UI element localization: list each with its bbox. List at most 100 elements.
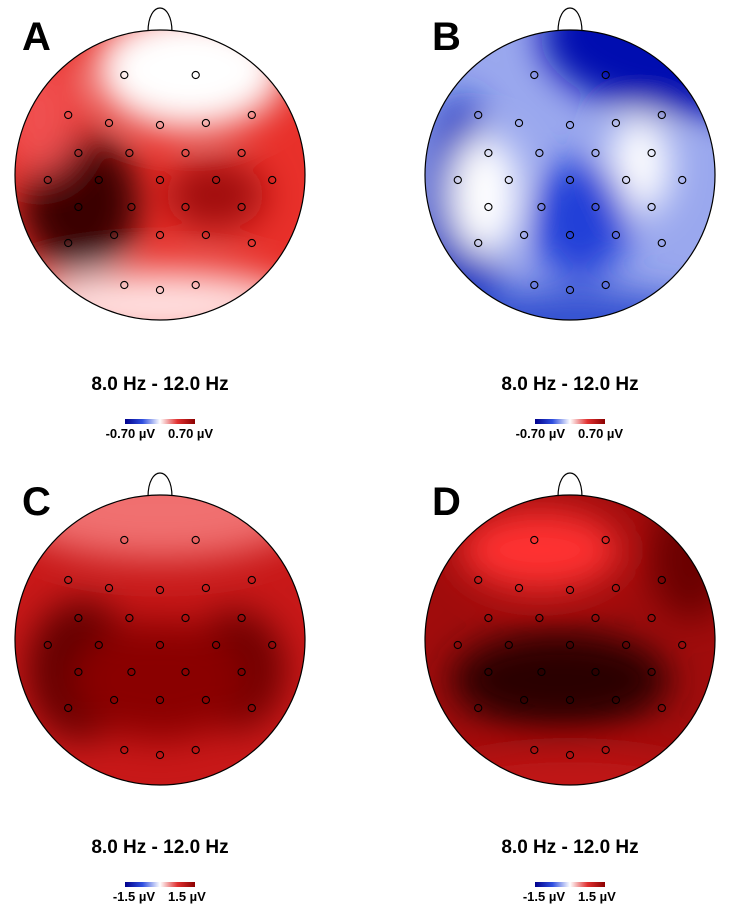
electrode	[74, 202, 83, 212]
electrode	[601, 745, 610, 755]
electrode	[621, 640, 631, 650]
electrode	[647, 148, 656, 158]
electrode	[268, 175, 277, 185]
electrode	[504, 175, 513, 185]
panel-label: A	[22, 15, 51, 59]
electrode	[474, 238, 483, 248]
electrode	[611, 695, 621, 705]
topomap	[15, 30, 305, 320]
electrode	[247, 703, 256, 713]
electrode	[678, 640, 687, 650]
electrode	[591, 202, 600, 212]
frequency-band: 8.0 Hz - 12.0 Hz	[501, 837, 638, 858]
potential-blob	[95, 30, 285, 130]
electrode	[514, 118, 524, 128]
electrode	[127, 667, 136, 677]
nose	[557, 472, 583, 498]
topomap-panel: B 8.0 Hz - 12.0 Hz -0.70 µV 0.70 µV	[424, 7, 716, 441]
electrode	[201, 695, 211, 705]
electrode	[155, 230, 165, 240]
colorbar	[535, 882, 605, 887]
electrode	[537, 202, 546, 212]
electrode	[181, 667, 190, 677]
head-outline	[14, 29, 306, 321]
electrode	[125, 613, 134, 623]
panel-label: C	[22, 480, 51, 524]
colorbar	[535, 419, 605, 424]
electrode	[247, 238, 256, 248]
scale-min: -1.5 µV	[523, 889, 566, 904]
electrode	[530, 535, 539, 545]
electrode	[565, 585, 575, 595]
electrode	[565, 695, 575, 705]
scale-max: 0.70 µV	[168, 426, 213, 441]
potential-blob	[530, 160, 630, 280]
scale-max: 1.5 µV	[578, 889, 616, 904]
frequency-band: 8.0 Hz - 12.0 Hz	[91, 837, 228, 858]
electrode	[109, 695, 119, 705]
electrode	[601, 280, 610, 290]
electrode	[565, 285, 575, 295]
electrode	[484, 613, 493, 623]
frequency-band: 8.0 Hz - 12.0 Hz	[91, 374, 228, 395]
electrode	[474, 110, 483, 120]
electrode	[657, 703, 666, 713]
topomap-panel: D 8.0 Hz - 12.0 Hz -1.5 µV 1.5 µV	[424, 472, 716, 904]
electrode	[237, 148, 246, 158]
scale-min: -0.70 µV	[106, 426, 156, 441]
head-outline	[424, 29, 716, 321]
scale-max: 0.70 µV	[578, 426, 623, 441]
electrode	[530, 745, 539, 755]
electrode	[74, 667, 83, 677]
electrode	[155, 285, 165, 295]
electrode	[104, 118, 114, 128]
electrode	[155, 585, 165, 595]
electrode	[474, 575, 483, 585]
electrode	[647, 667, 656, 677]
electrode	[125, 148, 134, 158]
electrode	[201, 230, 211, 240]
potential-blob	[15, 495, 305, 560]
electrode	[109, 230, 119, 240]
electrode	[191, 280, 200, 290]
electrode	[611, 230, 621, 240]
potential-blob	[425, 750, 715, 785]
electrode	[621, 175, 631, 185]
electrode	[155, 750, 165, 760]
electrode	[484, 148, 493, 158]
electrode	[591, 148, 600, 158]
electrode	[474, 703, 483, 713]
electrode	[530, 280, 539, 290]
potential-blob	[450, 630, 670, 730]
electrode	[537, 667, 546, 677]
electrode	[181, 148, 190, 158]
electrode	[127, 202, 136, 212]
electrode	[657, 575, 666, 585]
scale-min: -0.70 µV	[516, 426, 566, 441]
electrode	[237, 667, 246, 677]
electrode	[601, 535, 610, 545]
scale-max: 1.5 µV	[168, 889, 206, 904]
electrode	[565, 120, 575, 130]
electrode	[453, 640, 462, 650]
electrode	[120, 70, 129, 80]
nose	[147, 7, 173, 33]
electrode	[155, 695, 165, 705]
electrode	[191, 535, 200, 545]
electrode	[565, 230, 575, 240]
electrode	[201, 118, 211, 128]
electrode	[64, 575, 73, 585]
electrode	[191, 745, 200, 755]
electrode	[647, 202, 656, 212]
electrode	[647, 613, 656, 623]
potential-blob	[15, 55, 80, 175]
colorbar	[125, 882, 195, 887]
electrode	[484, 667, 493, 677]
electrode	[565, 640, 575, 650]
potential-blob	[425, 290, 715, 320]
electrode	[64, 703, 73, 713]
potential-field	[15, 30, 300, 320]
electrode	[565, 175, 575, 185]
head-outline	[424, 494, 716, 786]
